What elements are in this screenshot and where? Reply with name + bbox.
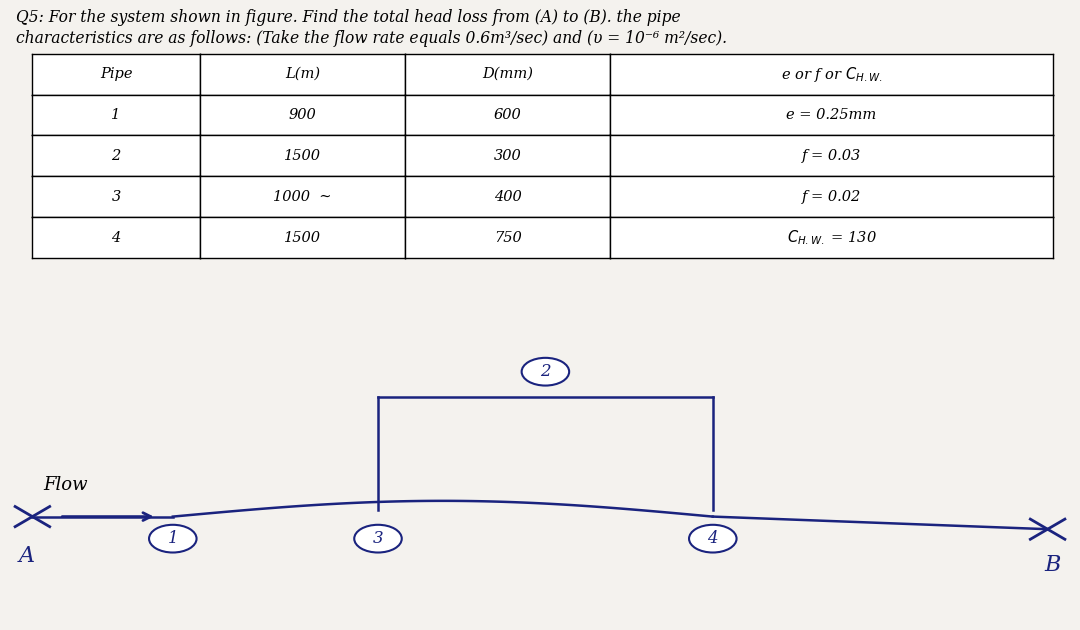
Text: 3: 3 xyxy=(373,530,383,547)
Text: 1500: 1500 xyxy=(284,149,321,163)
Text: D(mm): D(mm) xyxy=(482,67,534,81)
Text: f = 0.02: f = 0.02 xyxy=(802,190,861,204)
Text: Q5: For the system shown in figure. Find the total head loss from (A) to (B). th: Q5: For the system shown in figure. Find… xyxy=(16,9,680,26)
Text: 300: 300 xyxy=(494,149,522,163)
Circle shape xyxy=(354,525,402,553)
Circle shape xyxy=(522,358,569,386)
Text: 750: 750 xyxy=(494,231,522,245)
Text: 4: 4 xyxy=(111,231,121,245)
Text: 3: 3 xyxy=(111,190,121,204)
Text: Pipe: Pipe xyxy=(99,67,133,81)
Text: 1000  ∼: 1000 ∼ xyxy=(273,190,332,204)
Text: 2: 2 xyxy=(540,364,551,380)
Text: Flow: Flow xyxy=(43,476,87,494)
Text: e = 0.25mm: e = 0.25mm xyxy=(786,108,877,122)
Text: characteristics are as follows: (Take the flow rate equals 0.6m³/sec) and (υ = 1: characteristics are as follows: (Take th… xyxy=(16,30,727,47)
Text: B: B xyxy=(1044,554,1062,576)
Text: 600: 600 xyxy=(494,108,522,122)
Text: $C_{H.W.}$ = 130: $C_{H.W.}$ = 130 xyxy=(786,229,877,247)
Text: A: A xyxy=(19,545,35,567)
Text: f = 0.03: f = 0.03 xyxy=(802,149,861,163)
Circle shape xyxy=(689,525,737,553)
Text: 1: 1 xyxy=(111,108,121,122)
Text: 1500: 1500 xyxy=(284,231,321,245)
Text: 900: 900 xyxy=(288,108,316,122)
Text: 400: 400 xyxy=(494,190,522,204)
Text: 2: 2 xyxy=(111,149,121,163)
Text: 1: 1 xyxy=(167,530,178,547)
Circle shape xyxy=(149,525,197,553)
Text: 4: 4 xyxy=(707,530,718,547)
Text: e or f or $C_{H.W.}$: e or f or $C_{H.W.}$ xyxy=(781,64,882,84)
Text: L(m): L(m) xyxy=(285,67,320,81)
